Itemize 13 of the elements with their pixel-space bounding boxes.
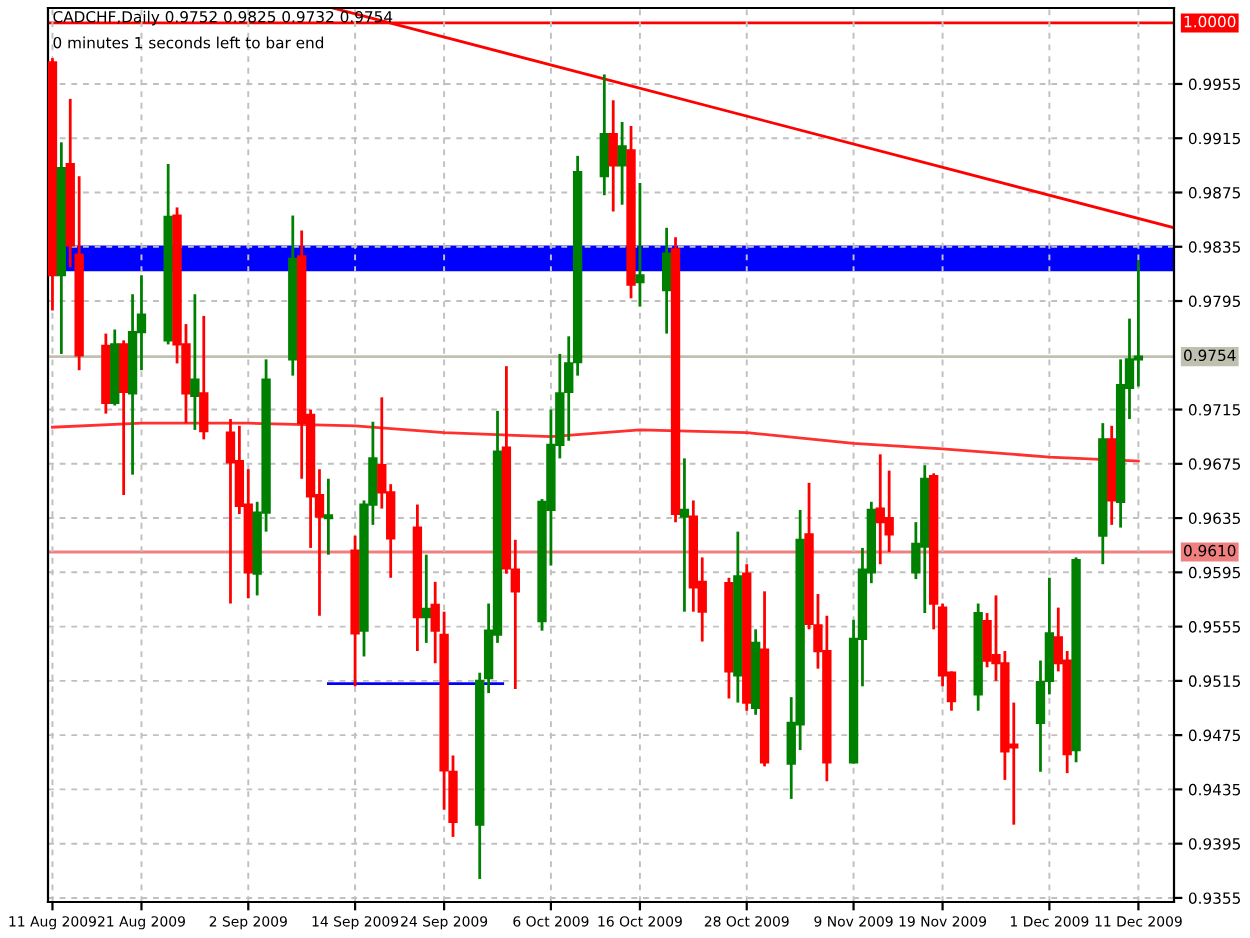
candlestick xyxy=(661,226,672,335)
candlestick xyxy=(608,98,618,213)
candlestick xyxy=(118,338,129,497)
candlestick xyxy=(635,181,645,308)
candlestick xyxy=(599,73,609,197)
candlestick xyxy=(199,314,209,441)
candlestick xyxy=(225,417,236,605)
candlestick xyxy=(617,120,627,207)
candlestick xyxy=(421,553,431,645)
candlestick xyxy=(190,292,200,432)
candlestick xyxy=(323,477,334,557)
line-series xyxy=(51,421,1140,463)
candlestick xyxy=(679,457,690,614)
